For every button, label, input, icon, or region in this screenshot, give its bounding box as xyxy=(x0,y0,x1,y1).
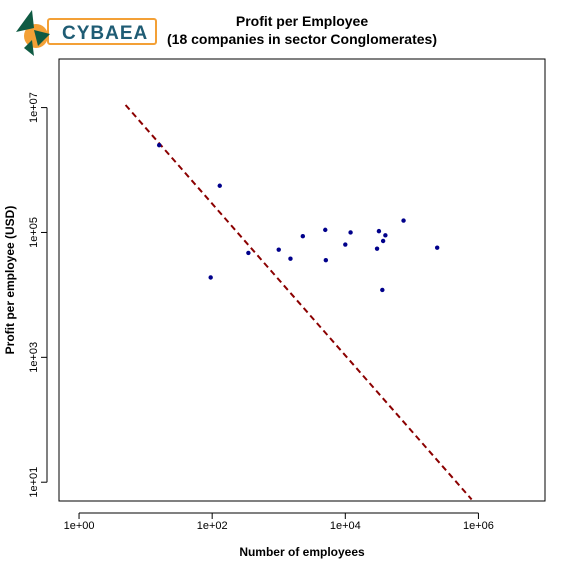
y-tick-label: 1e+03 xyxy=(28,342,40,373)
data-point xyxy=(208,275,213,280)
data-point xyxy=(376,228,382,234)
data-point xyxy=(323,227,328,233)
data-point xyxy=(276,247,281,252)
y-tick-label: 1e+01 xyxy=(28,467,40,498)
data-point xyxy=(380,238,386,244)
cybaea-logo: CYBAEA xyxy=(10,8,160,58)
chart-title: Profit per Employee xyxy=(236,13,368,29)
x-axis: 1e+00 1e+02 1e+04 1e+06 xyxy=(64,512,494,532)
data-point xyxy=(348,230,353,235)
logo-mark-icon xyxy=(16,10,157,56)
y-tick-label: 1e+07 xyxy=(28,92,40,123)
x-tick-label: 1e+04 xyxy=(330,520,361,532)
x-tick-label: 1e+02 xyxy=(197,520,228,532)
data-point xyxy=(401,218,406,223)
data-point xyxy=(246,250,251,256)
reference-line xyxy=(124,104,473,501)
reference-line-group xyxy=(124,104,473,501)
logo-text: CYBAEA xyxy=(62,23,149,44)
data-point xyxy=(288,256,293,261)
x-axis-label: Number of employees xyxy=(239,545,365,559)
y-axis-label: Profit per employee (USD) xyxy=(3,206,17,355)
x-tick-label: 1e+06 xyxy=(463,520,494,532)
data-point xyxy=(374,246,380,251)
data-points xyxy=(156,142,440,293)
data-point xyxy=(434,245,440,250)
data-point xyxy=(323,257,329,263)
data-point xyxy=(343,242,348,247)
y-axis: 1e+01 1e+03 1e+05 1e+07 xyxy=(28,92,48,498)
plot-frame xyxy=(58,58,546,502)
data-point xyxy=(156,142,162,148)
data-point xyxy=(380,287,385,293)
y-tick-label: 1e+05 xyxy=(28,217,40,248)
data-point xyxy=(383,233,388,238)
x-tick-label: 1e+00 xyxy=(64,520,95,532)
chart-subtitle: (18 companies in sector Conglomerates) xyxy=(167,31,437,47)
data-point xyxy=(217,183,222,188)
data-point xyxy=(300,234,306,239)
